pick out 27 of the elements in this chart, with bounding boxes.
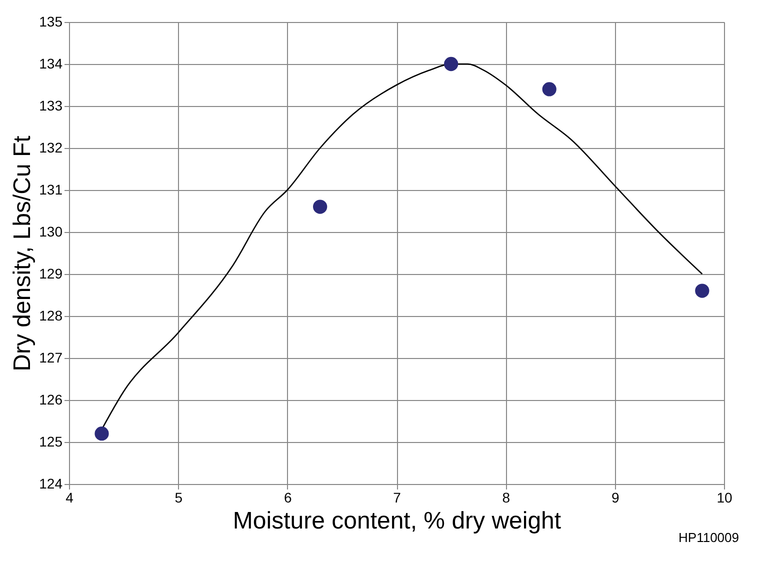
x-tick-label: 5	[174, 490, 183, 506]
y-tick-label: 131	[39, 182, 63, 198]
y-tick-label: 130	[39, 224, 63, 240]
x-axis-title: Moisture content, % dry weight	[232, 508, 562, 534]
point	[94, 426, 109, 441]
y-tick-label: 124	[39, 476, 63, 492]
y-tick-label: 127	[39, 350, 63, 366]
y-tick-label: 134	[39, 56, 63, 72]
x-tick-label: 8	[502, 490, 510, 506]
y-tick-label: 128	[39, 308, 63, 324]
y-axis-title: Dry density, Lbs/Cu Ft	[9, 135, 36, 372]
x-tick-label: 10	[716, 490, 732, 506]
point	[444, 56, 458, 72]
point	[313, 200, 328, 214]
x-tick-label: 7	[393, 490, 402, 506]
text: HP110009	[678, 530, 739, 545]
x-tick-label: 4	[66, 490, 74, 506]
y-tick-label: 132	[39, 140, 63, 156]
y-tick-label: 129	[39, 266, 63, 282]
point	[695, 284, 710, 298]
point	[542, 82, 556, 96]
y-tick-label: 133	[39, 98, 63, 114]
x-tick-label: 9	[611, 490, 620, 506]
y-tick-label: 126	[39, 392, 63, 408]
x-tick-label: 6	[284, 490, 292, 506]
y-tick-label: 125	[39, 434, 63, 450]
y-tick-label: 135	[39, 14, 63, 30]
